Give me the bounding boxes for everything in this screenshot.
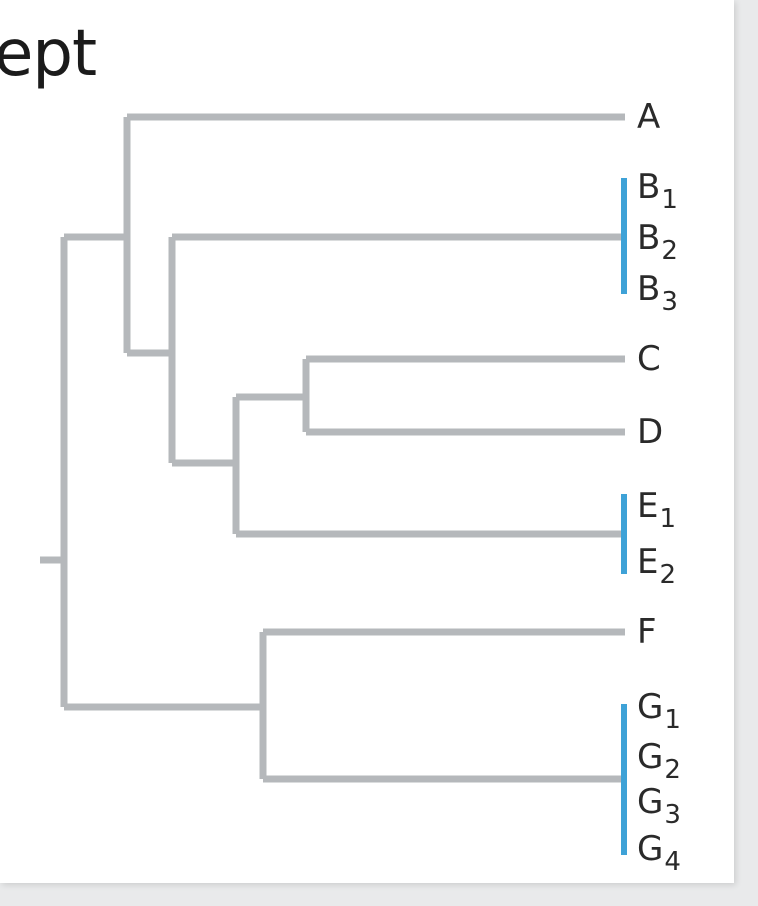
leaf-e1-base: E (637, 486, 659, 526)
leaf-f-base: F (637, 612, 657, 652)
leaf-label-f: F (637, 615, 658, 649)
leaf-label-b3: B3 (637, 269, 678, 315)
diagram-card: ept (0, 0, 734, 883)
leaf-d-base: D (637, 412, 664, 452)
leaf-label-c: C (637, 342, 662, 376)
leaf-g4-sub: 4 (664, 847, 681, 877)
leaf-g3-sub: 3 (664, 800, 681, 830)
leaf-g2-sub: 2 (664, 755, 681, 785)
leaf-e2-base: E (637, 542, 659, 582)
leaf-b3-base: B (637, 269, 661, 309)
leaf-label-b2: B2 (637, 218, 678, 264)
leaf-b2-sub: 2 (661, 236, 678, 266)
leaf-label-e1: E1 (637, 486, 676, 532)
cladogram (40, 113, 627, 855)
leaf-b3-sub: 3 (661, 287, 678, 317)
leaf-g3-base: G (637, 782, 664, 822)
leaf-label-e2: E2 (637, 542, 676, 588)
leaf-label-g3: G3 (637, 782, 681, 828)
leaf-label-g4: G4 (637, 829, 681, 875)
leaf-c-base: C (637, 339, 661, 379)
leaf-e1-sub: 1 (659, 504, 677, 534)
title-fragment: ept (0, 17, 97, 91)
leaf-g1-sub: 1 (664, 705, 681, 735)
leaf-label-g2: G2 (637, 737, 681, 783)
leaf-g2-base: G (637, 737, 664, 777)
leaf-g4-base: G (637, 829, 664, 869)
leaf-a-base: A (637, 97, 661, 137)
leaf-b1-sub: 1 (661, 185, 678, 215)
leaf-label-a: A (637, 100, 661, 134)
leaf-g1-base: G (637, 687, 664, 727)
leaf-label-g1: G1 (637, 687, 681, 733)
leaf-label-b1: B1 (637, 167, 678, 213)
leaf-b1-base: B (637, 167, 661, 207)
leaf-label-d: D (637, 415, 664, 449)
leaf-b2-base: B (637, 218, 661, 258)
leaf-e2-sub: 2 (659, 560, 677, 590)
